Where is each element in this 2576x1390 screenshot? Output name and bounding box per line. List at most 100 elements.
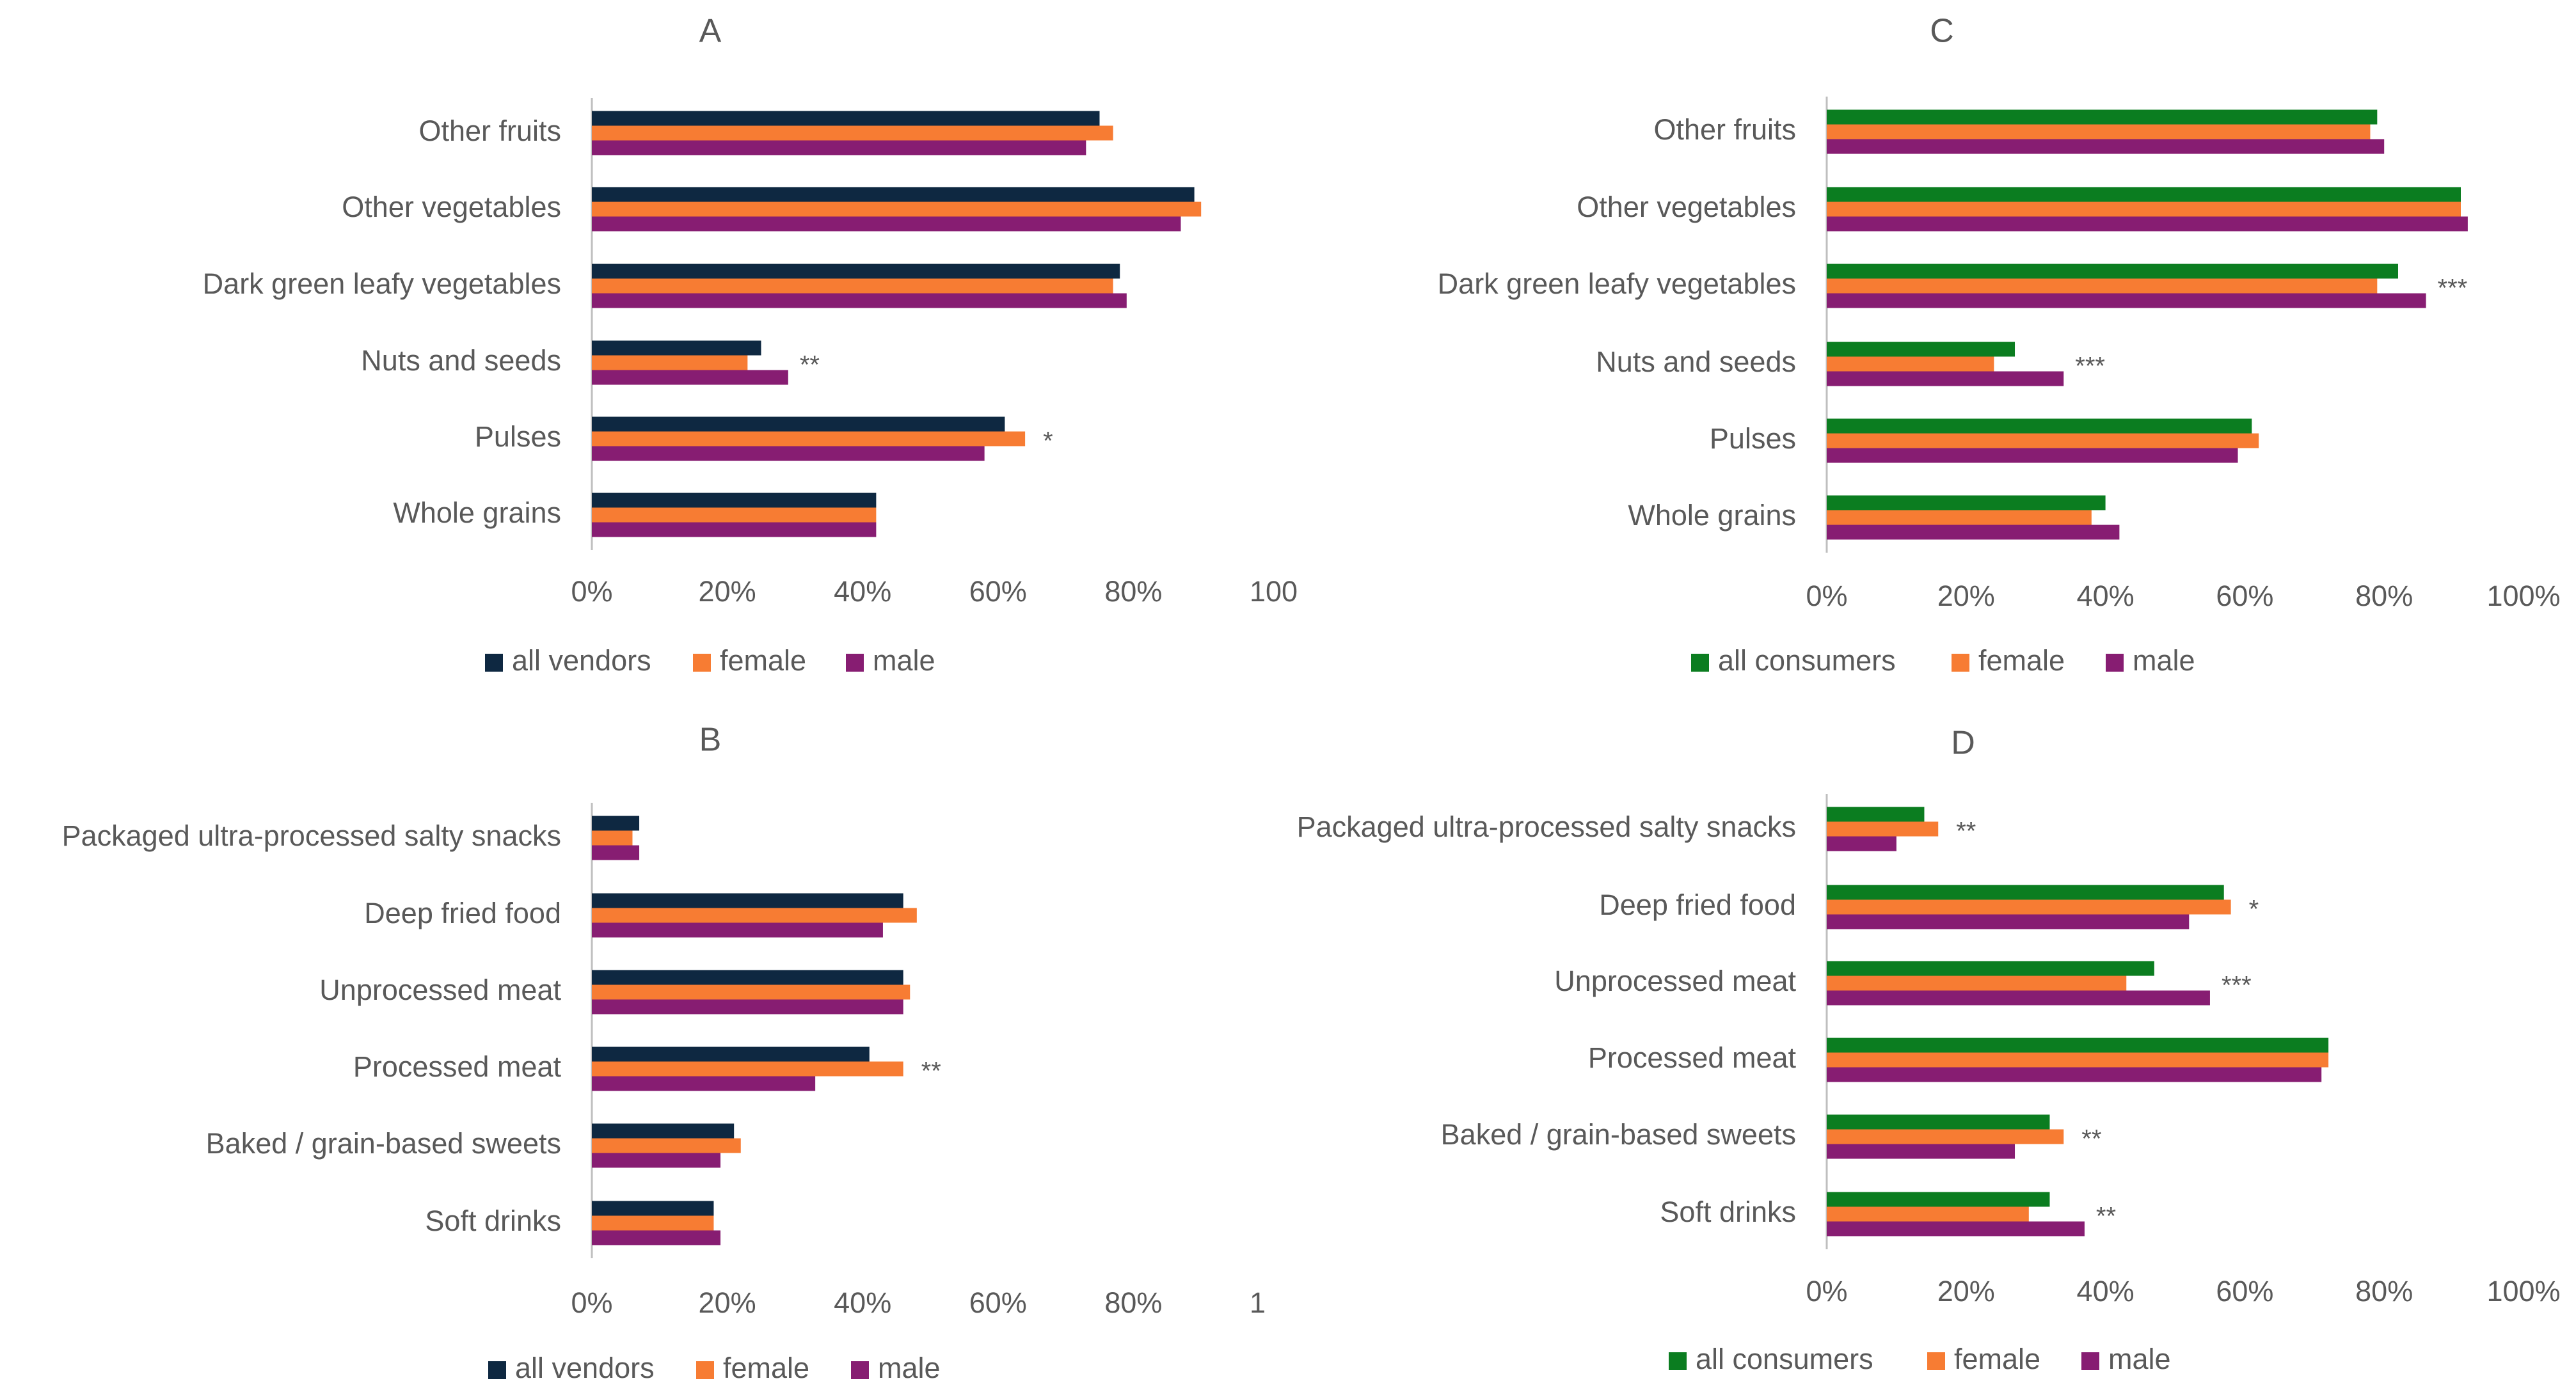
panel-c-bar-female-other-fruits bbox=[1827, 124, 2371, 139]
panel-b-bar-all-vendors-soft-drinks bbox=[592, 1201, 714, 1216]
panel-a-bar-female-other-fruits bbox=[592, 125, 1113, 141]
panel-c-tick-label-2: 40% bbox=[2077, 580, 2135, 612]
panel-d-tick-label-4: 80% bbox=[2355, 1275, 2413, 1307]
panel-c-tick-label-4: 80% bbox=[2355, 580, 2413, 612]
panel-b-significance-processed-meat: ** bbox=[921, 1057, 941, 1086]
panel-b-bar-all-vendors-processed-meat bbox=[592, 1046, 870, 1062]
panel-b-bar-male-baked-grain-based-sweets bbox=[592, 1153, 721, 1168]
panel-b-bar-male-unprocessed-meat bbox=[592, 999, 903, 1015]
panel-c-bar-male-nuts-and-seeds bbox=[1827, 371, 2064, 386]
panel-d-category-label-deep-fried-food: Deep fried food bbox=[1599, 888, 1796, 921]
panel-b-tick-label-3: 60% bbox=[969, 1286, 1027, 1319]
panel-d-significance-baked-grain-based-sweets: ** bbox=[2081, 1125, 2101, 1153]
chart-panel-d: D Packaged ultra-processed salty snacks **… bbox=[1297, 725, 2561, 1375]
panel-c-bar-female-nuts-and-seeds bbox=[1827, 356, 1994, 372]
panel-b-bar-female-processed-meat bbox=[592, 1061, 903, 1077]
panel-b-bar-female-packaged-ultra-processed-salty-snacks bbox=[592, 830, 633, 846]
panel-b-bar-male-processed-meat bbox=[592, 1076, 816, 1091]
panel-d-significance-packaged-ultra-processed-salty-snacks: ** bbox=[1956, 817, 1976, 846]
panel-b-category-label-unprocessed-meat: Unprocessed meat bbox=[319, 974, 561, 1006]
panel-a-bar-male-other-vegetables bbox=[592, 216, 1181, 232]
panel-d-legend-label-all-consumers: all consumers bbox=[1696, 1343, 1873, 1375]
panel-d-legend-swatch-all-consumers bbox=[1669, 1352, 1687, 1370]
panel-c-bar-all-consumers-nuts-and-seeds bbox=[1827, 342, 2015, 357]
panel-b-category-label-baked-grain-based-sweets: Baked / grain-based sweets bbox=[206, 1127, 561, 1160]
panel-a-bar-male-whole-grains bbox=[592, 522, 877, 537]
panel-b-bar-female-unprocessed-meat bbox=[592, 984, 910, 1000]
panel-c-bar-male-other-fruits bbox=[1827, 139, 2385, 154]
panel-a-bar-male-pulses bbox=[592, 446, 985, 461]
panel-c-category-label-nuts-and-seeds: Nuts and seeds bbox=[1596, 345, 1796, 378]
panel-a-significance-pulses: * bbox=[1043, 427, 1053, 455]
panel-b-legend-label-all-vendors: all vendors bbox=[515, 1352, 655, 1384]
panel-d-bar-female-deep-fried-food bbox=[1827, 899, 2231, 915]
panel-c-category-label-whole-grains: Whole grains bbox=[1628, 499, 1796, 532]
panel-a-legend-swatch-male bbox=[846, 654, 864, 672]
panel-c-tick-label-0: 0% bbox=[1806, 580, 1847, 612]
panel-a-category-label-other-vegetables: Other vegetables bbox=[342, 191, 561, 223]
panel-b-bar-all-vendors-deep-fried-food bbox=[592, 893, 903, 908]
panel-b-bar-female-soft-drinks bbox=[592, 1215, 714, 1231]
panel-c-legend-label-female: female bbox=[1978, 644, 2065, 677]
panel-d-bar-male-baked-grain-based-sweets bbox=[1827, 1144, 2015, 1159]
panel-d-legend-label-female: female bbox=[1954, 1343, 2040, 1375]
panel-b-bar-all-vendors-unprocessed-meat bbox=[592, 970, 903, 985]
panel-c-bar-male-other-vegetables bbox=[1827, 216, 2468, 232]
panel-a-bar-female-whole-grains bbox=[592, 507, 877, 523]
panel-d-bar-female-baked-grain-based-sweets bbox=[1827, 1129, 2064, 1144]
panel-d-significance-soft-drinks: ** bbox=[2096, 1203, 2116, 1231]
panel-d-category-label-soft-drinks: Soft drinks bbox=[1660, 1196, 1796, 1228]
panel-d-significance-unprocessed-meat: *** bbox=[2222, 972, 2252, 1000]
panel-d-legend-swatch-male bbox=[2081, 1352, 2099, 1370]
panel-d-category-label-baked-grain-based-sweets: Baked / grain-based sweets bbox=[1441, 1118, 1796, 1151]
panel-a-bar-female-pulses bbox=[592, 431, 1026, 446]
panel-b-tick-label-5: 1 bbox=[1250, 1286, 1266, 1319]
panel-d-bar-male-deep-fried-food bbox=[1827, 914, 2190, 929]
panel-c-legend-swatch-female bbox=[1952, 654, 1969, 672]
panel-c-bar-female-dark-green-leafy-vegetables bbox=[1827, 278, 2378, 294]
panel-a-bar-male-nuts-and-seeds bbox=[592, 370, 788, 385]
panel-c-significance-dark-green-leafy-vegetables: *** bbox=[2438, 274, 2468, 303]
panel-b-bar-all-vendors-baked-grain-based-sweets bbox=[592, 1123, 735, 1139]
panel-a-category-label-dark-green-leafy-vegetables: Dark green leafy vegetables bbox=[203, 267, 561, 300]
panel-d-bar-male-unprocessed-meat bbox=[1827, 990, 2210, 1006]
panel-d-category-label-processed-meat: Processed meat bbox=[1588, 1041, 1797, 1074]
chart-panel-c: C Other fruits Other vegetables Dark green … bbox=[1438, 13, 2561, 677]
panel-c-category-label-other-vegetables: Other vegetables bbox=[1577, 191, 1796, 223]
panel-a-bar-all-vendors-whole-grains bbox=[592, 493, 877, 508]
panel-d-bar-male-processed-meat bbox=[1827, 1067, 2322, 1082]
panel-a-bar-all-vendors-dark-green-leafy-vegetables bbox=[592, 264, 1120, 279]
panel-c-tick-label-3: 60% bbox=[2216, 580, 2273, 612]
panel-b-tick-label-1: 20% bbox=[699, 1286, 756, 1319]
panel-b-legend-swatch-female bbox=[696, 1361, 714, 1379]
panel-d-category-label-unprocessed-meat: Unprocessed meat bbox=[1554, 965, 1796, 997]
panel-b-title: B bbox=[699, 722, 722, 759]
panel-d-bar-male-packaged-ultra-processed-salty-snacks bbox=[1827, 836, 1896, 851]
panel-b-legend-swatch-male bbox=[851, 1361, 869, 1379]
panel-c-bar-all-consumers-dark-green-leafy-vegetables bbox=[1827, 264, 2398, 279]
panel-c-bar-all-consumers-pulses bbox=[1827, 418, 2252, 434]
panel-d-bar-female-unprocessed-meat bbox=[1827, 975, 2127, 991]
panel-d-tick-label-2: 40% bbox=[2077, 1275, 2135, 1307]
panel-a-bar-female-nuts-and-seeds bbox=[592, 355, 748, 370]
panel-d-title: D bbox=[1951, 725, 1975, 762]
panel-c-legend-label-all-consumers: all consumers bbox=[1718, 644, 1896, 677]
panel-a-bar-all-vendors-other-fruits bbox=[592, 111, 1100, 126]
panel-c-legend-swatch-male bbox=[2106, 654, 2124, 672]
panel-c-bar-male-dark-green-leafy-vegetables bbox=[1827, 293, 2426, 308]
panel-a-title: A bbox=[699, 13, 722, 50]
panel-c-bar-all-consumers-other-vegetables bbox=[1827, 187, 2461, 202]
panel-a-category-label-nuts-and-seeds: Nuts and seeds bbox=[361, 344, 561, 377]
panel-d-bar-all-consumers-unprocessed-meat bbox=[1827, 961, 2154, 976]
panel-a-bar-male-dark-green-leafy-vegetables bbox=[592, 293, 1127, 308]
panel-c-bar-male-pulses bbox=[1827, 448, 2238, 463]
panel-c-category-label-other-fruits: Other fruits bbox=[1653, 113, 1796, 146]
panel-a-legend-swatch-female bbox=[693, 654, 711, 672]
panel-b-category-label-soft-drinks: Soft drinks bbox=[425, 1204, 561, 1237]
panel-c-bar-all-consumers-whole-grains bbox=[1827, 495, 2106, 510]
panel-c-legend-swatch-all-consumers bbox=[1691, 654, 1709, 672]
panel-d-category-label-packaged-ultra-processed-salty-snacks: Packaged ultra-processed salty snacks bbox=[1297, 810, 1796, 843]
panel-d-bar-all-consumers-baked-grain-based-sweets bbox=[1827, 1114, 2050, 1130]
panel-d-tick-label-3: 60% bbox=[2216, 1275, 2273, 1307]
panel-c-category-label-pulses: Pulses bbox=[1710, 422, 1796, 455]
